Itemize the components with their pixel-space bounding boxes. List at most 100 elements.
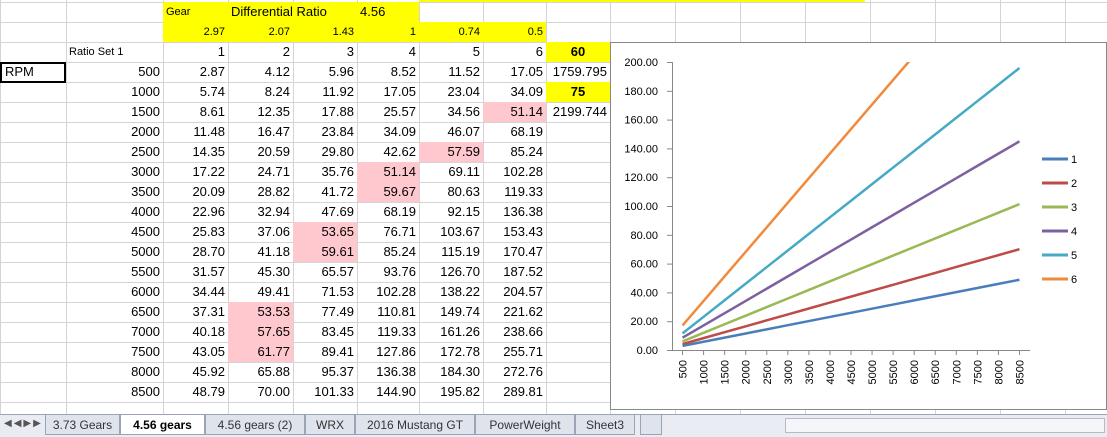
value-cell: 51.14 bbox=[357, 162, 419, 182]
y-tick-label: 200.00 bbox=[624, 57, 658, 69]
series-line bbox=[682, 247, 1020, 346]
value-cell: 272.76 bbox=[503, 364, 543, 379]
value-cell: 12.35 bbox=[257, 104, 290, 119]
rpm-cell: 1500 bbox=[131, 104, 160, 119]
tab-nav[interactable]: ◀◀▶▶ bbox=[4, 418, 43, 429]
value-cell: 16.47 bbox=[257, 124, 290, 139]
value-cell: 170.47 bbox=[503, 244, 543, 259]
value-cell: 153.43 bbox=[503, 224, 543, 239]
rpm-cell: 8500 bbox=[131, 384, 160, 399]
value-cell: 68.19 bbox=[510, 124, 543, 139]
value-cell: 76.71 bbox=[383, 224, 416, 239]
x-tick-label: 5500 bbox=[888, 360, 900, 384]
value-cell: 93.76 bbox=[383, 264, 416, 279]
value-cell: 221.62 bbox=[503, 304, 543, 319]
value-cell: 144.90 bbox=[376, 384, 416, 399]
value-cell: 289.81 bbox=[503, 384, 543, 399]
rpm-cell: 3000 bbox=[131, 164, 160, 179]
value-cell: 2.87 bbox=[199, 64, 225, 79]
gear-number: 2 bbox=[282, 44, 290, 59]
value-cell: 68.19 bbox=[383, 204, 416, 219]
rpm-cell: 2000 bbox=[131, 124, 160, 139]
value-cell: 23.84 bbox=[321, 124, 354, 139]
chart: 0.00 20.00 40.00 60.00 80.00 100.00 120.00 140.… bbox=[610, 42, 1107, 410]
ratio-cell: 1.43 bbox=[293, 22, 357, 42]
rpm-cell: 8000 bbox=[131, 364, 160, 379]
value-cell: 45.30 bbox=[257, 264, 290, 279]
value-cell: 45.92 bbox=[192, 364, 225, 379]
value-cell: 102.28 bbox=[503, 164, 543, 179]
gear-number: 4 bbox=[408, 44, 416, 59]
ratio-cell: 0.74 bbox=[419, 22, 483, 42]
ratio-cell: 2.97 bbox=[163, 22, 228, 42]
value-cell: 138.22 bbox=[440, 284, 480, 299]
value-cell: 17.05 bbox=[510, 64, 543, 79]
value-cell: 119.33 bbox=[504, 184, 543, 199]
side-cell: 1759.795 bbox=[552, 64, 607, 79]
y-tick-label: 180.00 bbox=[624, 86, 658, 98]
value-cell: 119.33 bbox=[377, 324, 416, 339]
sheet-tabs: ◀◀▶▶ 3.73 Gears 4.56 gears 4.56 gears (2) W… bbox=[0, 414, 1107, 437]
series-line bbox=[681, 140, 1021, 339]
sheet-tab[interactable]: 3.73 Gears bbox=[45, 415, 120, 435]
legend-label: 5 bbox=[1071, 250, 1077, 262]
value-cell: 46.07 bbox=[447, 124, 480, 139]
x-tick-label: 2500 bbox=[762, 360, 774, 384]
value-cell: 65.88 bbox=[257, 364, 290, 379]
value-cell: 89.41 bbox=[321, 344, 354, 359]
value-cell: 59.61 bbox=[293, 242, 357, 262]
value-cell: 53.65 bbox=[293, 222, 357, 242]
value-cell: 8.52 bbox=[390, 64, 416, 79]
rpm-cell: 4500 bbox=[131, 224, 160, 239]
value-cell: 136.38 bbox=[376, 364, 416, 379]
value-cell: 70.00 bbox=[257, 384, 290, 399]
series-line bbox=[682, 202, 1020, 343]
value-cell: 25.57 bbox=[383, 104, 416, 119]
ratio-set-label: Ratio Set 1 bbox=[69, 46, 124, 58]
value-cell: 37.06 bbox=[257, 224, 290, 239]
value-cell: 43.05 bbox=[192, 344, 225, 359]
value-cell: 61.77 bbox=[228, 342, 293, 362]
diff-label: Differential Ratio bbox=[231, 4, 327, 19]
chart-frame bbox=[610, 42, 1107, 410]
rpm-cell: 6000 bbox=[131, 284, 160, 299]
value-cell: 22.96 bbox=[192, 204, 225, 219]
value-cell: 161.26 bbox=[440, 324, 480, 339]
value-cell: 47.69 bbox=[321, 204, 354, 219]
x-tick-label: 500 bbox=[678, 360, 690, 378]
sheet-tab[interactable]: PowerWeight bbox=[475, 415, 575, 435]
value-cell: 57.65 bbox=[228, 322, 293, 342]
value-cell: 5.74 bbox=[199, 84, 225, 99]
sheet-tab[interactable]: 2016 Mustang GT bbox=[355, 415, 475, 435]
value-cell: 71.53 bbox=[321, 284, 354, 299]
y-tick-label: 80.00 bbox=[630, 230, 658, 242]
value-cell: 80.63 bbox=[447, 184, 480, 199]
value-cell: 25.83 bbox=[192, 224, 225, 239]
sheet-tab[interactable]: WRX bbox=[305, 415, 355, 435]
yellow-strip bbox=[419, 0, 865, 2]
rpm-cell: 3500 bbox=[131, 184, 160, 199]
value-cell: 49.41 bbox=[257, 284, 290, 299]
y-tick-label: 100.00 bbox=[624, 201, 658, 213]
h-scrollbar[interactable] bbox=[785, 418, 1105, 433]
side-cell: 2199.744 bbox=[552, 104, 607, 119]
new-sheet-button[interactable] bbox=[640, 415, 662, 435]
value-cell: 136.38 bbox=[503, 204, 543, 219]
sheet-tab[interactable]: 4.56 gears (2) bbox=[205, 415, 305, 435]
x-tick-label: 3000 bbox=[783, 360, 795, 384]
rpm-cell: 6500 bbox=[131, 304, 160, 319]
value-cell: 101.33 bbox=[314, 384, 354, 399]
value-cell: 238.66 bbox=[503, 324, 543, 339]
sheet-tab[interactable]: 4.56 gears bbox=[120, 415, 205, 435]
value-cell: 28.70 bbox=[192, 244, 225, 259]
value-cell: 31.57 bbox=[192, 264, 225, 279]
value-cell: 14.35 bbox=[192, 144, 225, 159]
x-tick-label: 7000 bbox=[951, 360, 963, 384]
value-cell: 126.70 bbox=[440, 264, 480, 279]
value-cell: 20.09 bbox=[192, 184, 225, 199]
rpm-cell: 1000 bbox=[131, 84, 160, 99]
sheet-tab[interactable]: Sheet3 bbox=[575, 415, 635, 435]
value-cell: 255.71 bbox=[503, 344, 543, 359]
gear-number: 1 bbox=[217, 44, 225, 59]
value-cell: 4.12 bbox=[264, 64, 290, 79]
